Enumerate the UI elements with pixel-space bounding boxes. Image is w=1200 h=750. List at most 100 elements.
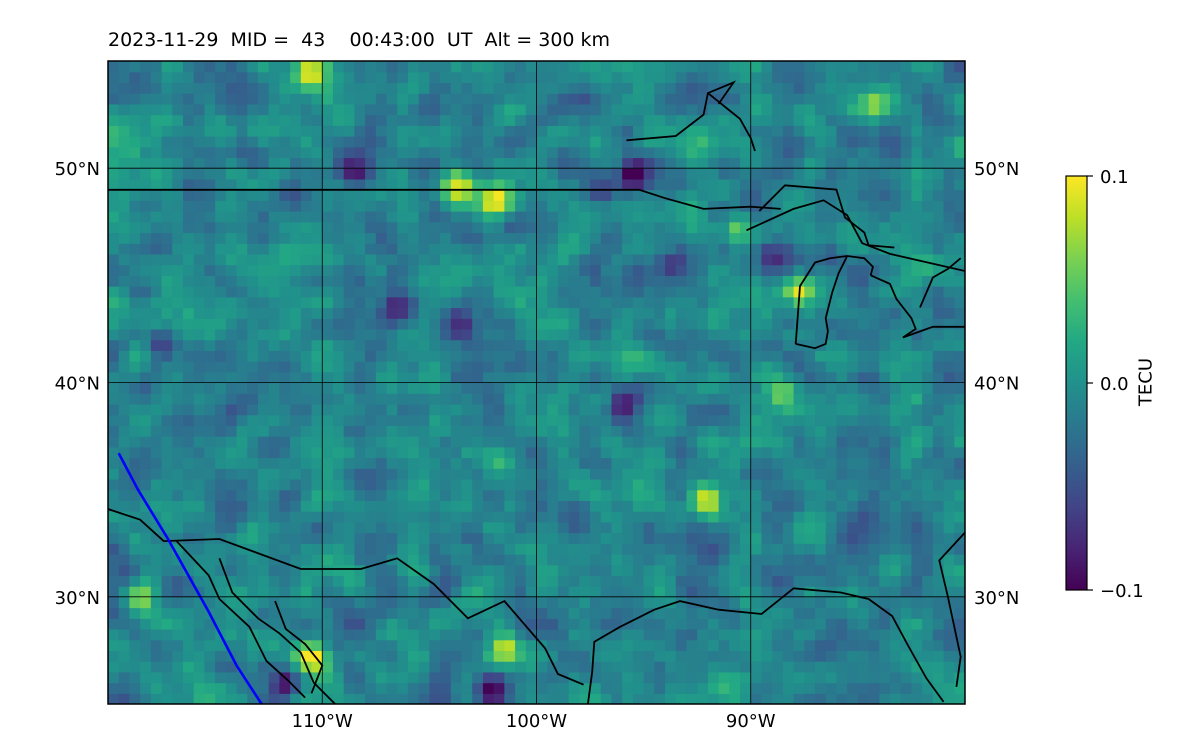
heatmap-cell — [857, 200, 870, 212]
heatmap-cell — [654, 553, 666, 566]
heatmap-cell — [579, 478, 591, 491]
heatmap-cell — [815, 575, 827, 587]
heatmap-cell — [365, 275, 377, 287]
heatmap-cell — [290, 403, 302, 416]
heatmap-cell — [461, 521, 473, 534]
heatmap-cell — [782, 414, 795, 426]
heatmap-cell — [868, 500, 880, 512]
heatmap-cell — [654, 693, 666, 704]
heatmap-cell — [793, 93, 805, 105]
heatmap-cell — [900, 468, 913, 480]
heatmap-cell — [911, 489, 923, 501]
heatmap-cell — [836, 521, 848, 534]
heatmap-cell — [182, 468, 195, 480]
heatmap-cell — [622, 136, 634, 148]
heatmap-cell — [782, 382, 795, 394]
heatmap-cell — [611, 564, 623, 576]
heatmap-cell — [665, 693, 677, 704]
heatmap-cell — [204, 382, 216, 394]
heatmap-cell — [697, 489, 709, 501]
heatmap-cell — [322, 650, 334, 662]
heatmap-cell — [311, 264, 323, 276]
heatmap-cell — [772, 553, 784, 566]
heatmap-cell — [697, 639, 709, 652]
heatmap-cell — [407, 500, 420, 512]
heatmap-cell — [900, 532, 913, 544]
heatmap-cell — [675, 82, 688, 94]
heatmap-cell — [825, 125, 838, 137]
heatmap-cell — [600, 114, 613, 126]
heatmap-cell — [365, 350, 377, 362]
heatmap-cell — [515, 553, 527, 566]
heatmap-cell — [557, 511, 570, 523]
heatmap-cell — [718, 339, 730, 351]
heatmap-cell — [847, 596, 859, 609]
heatmap-cell — [268, 157, 280, 169]
heatmap-cell — [750, 200, 763, 212]
heatmap-cell — [461, 307, 473, 319]
heatmap-cell — [729, 339, 741, 351]
heatmap-cell — [675, 307, 688, 319]
heatmap-cell — [740, 414, 752, 426]
heatmap-cell — [247, 125, 259, 137]
heatmap-cell — [343, 607, 355, 619]
heatmap-cell — [772, 457, 784, 469]
heatmap-cell — [311, 403, 323, 416]
heatmap-cell — [182, 243, 195, 255]
heatmap-cell — [204, 264, 216, 276]
heatmap-cell — [268, 682, 280, 694]
heatmap-cell — [440, 114, 452, 126]
heatmap-cell — [547, 232, 559, 244]
heatmap-cell — [504, 328, 516, 341]
heatmap-cell — [590, 146, 602, 159]
heatmap-cell — [343, 243, 355, 255]
heatmap-cell — [547, 553, 559, 566]
heatmap-cell — [879, 318, 891, 330]
heatmap-cell — [750, 178, 763, 191]
heatmap-cell — [632, 350, 645, 362]
heatmap-cell — [343, 189, 355, 201]
heatmap-cell — [172, 339, 184, 351]
heatmap-cell — [632, 82, 645, 94]
heatmap-cell — [793, 371, 805, 384]
heatmap-cell — [290, 350, 302, 362]
heatmap-cell — [161, 125, 173, 137]
heatmap-cell — [236, 178, 248, 191]
heatmap-cell — [761, 211, 773, 223]
heatmap-cell — [590, 189, 602, 201]
heatmap-cell — [268, 457, 280, 469]
heatmap-cell — [954, 478, 965, 491]
heatmap-cell — [815, 511, 827, 523]
heatmap-cell — [729, 382, 741, 394]
heatmap-cell — [461, 71, 473, 84]
heatmap-cell — [954, 457, 965, 469]
heatmap-cell — [204, 71, 216, 84]
heatmap-cell — [675, 350, 688, 362]
heatmap-cell — [536, 628, 548, 641]
heatmap-cell — [108, 564, 120, 576]
heatmap-cell — [590, 403, 602, 416]
heatmap-cell — [654, 125, 666, 137]
heatmap-cell — [761, 521, 773, 534]
heatmap-cell — [386, 564, 398, 576]
heatmap-cell — [247, 350, 259, 362]
heatmap-cell — [418, 232, 430, 244]
heatmap-cell — [793, 553, 805, 566]
heatmap-cell — [150, 382, 163, 394]
heatmap-cell — [343, 511, 355, 523]
heatmap-cell — [322, 468, 334, 480]
heatmap-cell — [215, 361, 227, 373]
heatmap-cell — [665, 221, 677, 234]
heatmap-cell — [825, 211, 838, 223]
heatmap-cell — [868, 71, 880, 84]
heatmap-cell — [675, 393, 688, 405]
heatmap-cell — [290, 425, 302, 437]
heatmap-cell — [900, 82, 913, 94]
heatmap-cell — [354, 446, 366, 459]
heatmap-cell — [397, 489, 409, 501]
heatmap-cell — [772, 671, 784, 684]
heatmap-cell — [665, 243, 677, 255]
heatmap-cell — [815, 650, 827, 662]
heatmap-cell — [761, 607, 773, 619]
heatmap-cell — [868, 521, 880, 534]
